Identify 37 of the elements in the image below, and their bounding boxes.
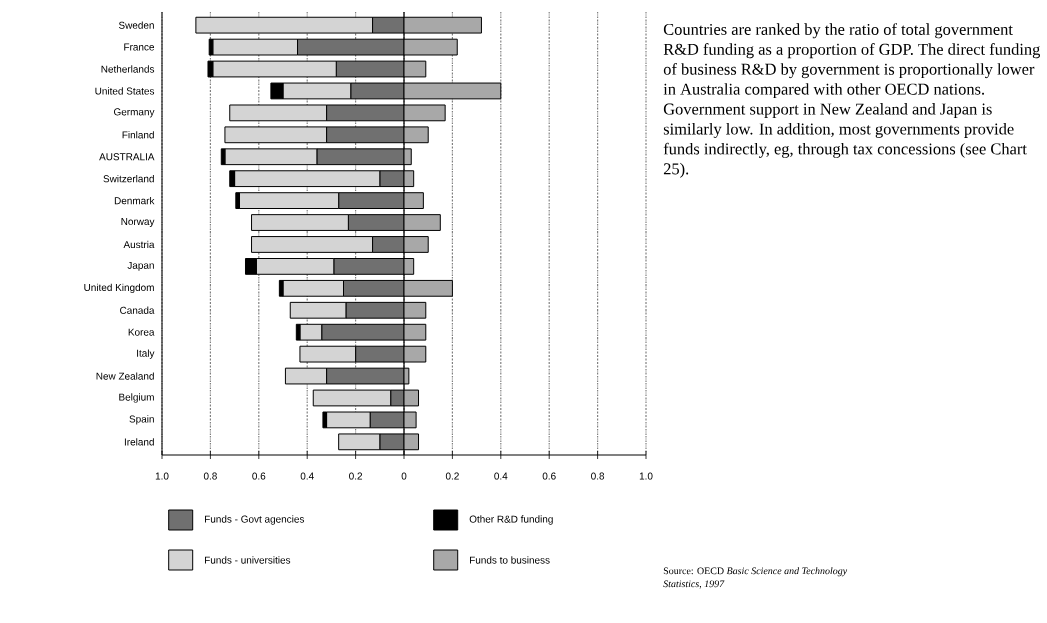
- legend-label: Funds - universities: [205, 556, 291, 564]
- x-tick-label: 0.4: [300, 472, 314, 480]
- y-tick-label: Sweden: [118, 21, 154, 29]
- x-tick-label: 0.2: [445, 472, 459, 480]
- x-tick-label: 1.0: [639, 472, 653, 480]
- x-tick-label: 0: [401, 472, 407, 480]
- y-tick-label: Germany: [114, 108, 155, 118]
- y-tick-label: Japan: [127, 261, 154, 271]
- y-tick-label: Ireland: [124, 438, 154, 446]
- y-tick-label: Denmark: [114, 196, 155, 205]
- y-tick-label: Spain: [129, 415, 154, 425]
- y-tick-label: Belgium: [119, 393, 154, 403]
- y-tick-label: United States: [95, 87, 155, 95]
- y-tick-label: Norway: [121, 218, 155, 227]
- x-tick-label: 0.6: [252, 472, 266, 480]
- legend-label: Other R&D funding: [469, 515, 553, 525]
- y-tick-label: Korea: [128, 328, 155, 336]
- x-tick-label: 0.8: [591, 472, 605, 480]
- x-tick-label: 0.4: [494, 472, 508, 480]
- text: Countries are ranked by the ratio of total government R&D funding as a proportion of GDP. The direct funding of business R&D by government is proportionally lower in Australia compared with other OECD nations. Government support in New Zealand and Japan is similarly low. In addition, most governments provide funds indirectly, eg, through tax concessions (see Chart 25).: [663, 23, 1041, 178]
- legend-label: Funds to business: [470, 556, 550, 564]
- y-tick-label: France: [124, 43, 155, 51]
- y-tick-label: United Kingdom: [84, 283, 154, 293]
- y-tick-label: Canada: [120, 306, 155, 314]
- y-tick-label: Finland: [122, 131, 154, 139]
- source-note: Source: OECD Basic Science and Technology Statistics, 1997: [663, 567, 848, 589]
- y-tick-label: Austria: [123, 240, 155, 249]
- y-tick-label: Netherlands: [101, 65, 155, 73]
- x-tick-label: 0.2: [349, 472, 363, 480]
- legend-label: Funds - Govt agencies: [205, 515, 305, 525]
- x-tick-label: 0.6: [542, 472, 556, 480]
- y-tick-label: AUSTRALIA: [99, 153, 155, 161]
- y-tick-label: Switzerland: [103, 175, 154, 183]
- y-tick-label: New Zealand: [96, 372, 154, 380]
- y-tick-label: Italy: [137, 349, 155, 359]
- x-tick-label: 1.0: [155, 472, 169, 480]
- x-tick-label: 0.8: [203, 472, 217, 480]
